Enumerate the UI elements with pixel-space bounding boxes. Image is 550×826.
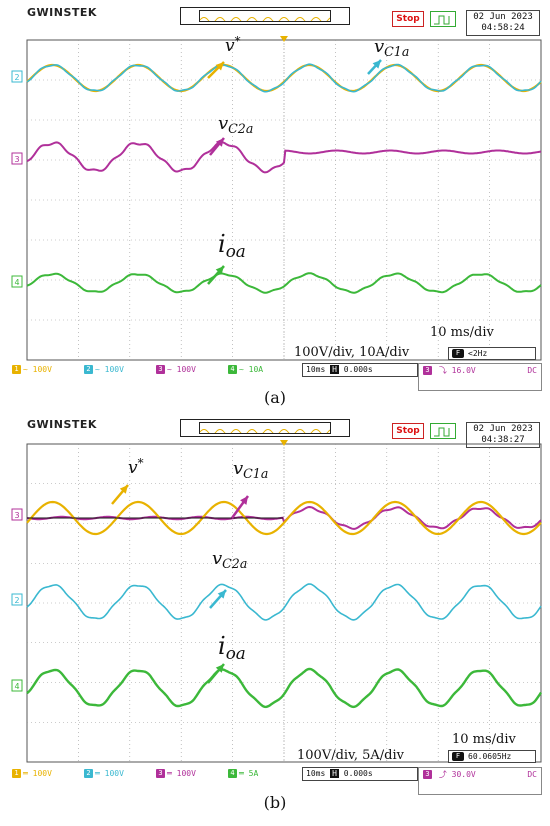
date: 02 Jun 2023 [473,424,533,434]
series-vc1a-a [26,63,542,93]
plot-area-a: 2 3 4 [11,36,542,361]
date-time: 02 Jun 2023 04:58:24 [466,10,540,36]
ch2-status[interactable]: 2 ~ 100V [84,364,124,376]
ch4-marker-b [11,679,23,692]
timebase-label-b: 10 ms/div [452,732,516,747]
footer-b: 1 ═ 100V 2 ═ 100V 3 ═ 100V 4 ═ 5A 10ms H 0.0… [0,766,550,795]
ch3-status[interactable]: 3 ═ 100V [156,768,196,780]
brand-logo: GWINSTEK [27,418,97,431]
ch4-status[interactable]: 4 ═ 5A [228,768,258,780]
trigger-icon [430,11,456,27]
footer-a: 1 ~ 100V 2 ~ 100V 3 ~ 100V 4 ~ 10A 10ms H 0.… [0,362,550,391]
ch2-marker-a [11,70,23,83]
timebase-label-a: 10 ms/div [430,325,494,340]
timebase-box[interactable]: 10ms H 0.000s [302,363,418,377]
ch4-marker-a [11,275,23,288]
ch2-status[interactable]: 2 ═ 100V [84,768,124,780]
ch1-status[interactable]: 1 ~ 100V [12,364,52,376]
ch3-marker-a [11,152,23,165]
trigger-position-marker [280,440,288,446]
timebase-box[interactable]: 10ms H 0.000s [302,767,418,781]
label-vc1a-a: vC1a [374,36,410,59]
caption-b: (b) [263,793,287,812]
plot-area-b: 3 2 4 [11,440,543,763]
scope-header-a: GWINSTEK Stop 02 Jun 2023 04:58:24 [0,0,550,36]
ch4-marker-b-text: 4 [14,682,19,691]
trigger-box[interactable]: 3 ⤵ 16.0V DC [418,363,542,391]
label-vstar-b: v* [128,456,144,478]
series-vc2a-a [26,140,542,174]
ch1-status[interactable]: 1 ═ 100V [12,768,52,780]
label-vc1a-b: vC1a [233,458,269,481]
arrow-vstar-b-head [119,485,128,494]
scale-label-b: 100V/div, 5A/div [297,748,404,763]
stop-status: Stop [392,11,424,27]
ch4-status[interactable]: 4 ~ 10A [228,364,263,376]
series-vc2a-b [26,583,542,621]
ch2-marker-a-text: 2 [14,73,19,82]
label-vc2a-b: vC2a [212,548,248,571]
label-vc2a-a: vC2a [218,113,254,136]
label-ioa-b: ioa [218,632,246,664]
ch3-marker-a-text: 3 [14,155,19,164]
ch2-marker-b [11,593,23,606]
label-ioa-a: ioa [218,230,246,262]
arrow-vc1a-a-head [372,60,381,69]
trigger-icon [430,423,456,439]
arrow-ioa-b-head [215,664,224,673]
freq-box-a: F <2Hz [448,347,536,360]
brand-logo: GWINSTEK [27,6,97,19]
ch2-marker-b-text: 2 [14,596,19,605]
scale-label-a: 100V/div, 10A/div [294,345,410,360]
memory-bar [180,7,350,25]
memory-window [199,10,331,22]
arrow-vc2a-b-head [217,590,226,599]
arrow-vc1a-b-head [240,496,248,505]
arrow-ioa-a-head [215,266,224,275]
memory-window [199,422,331,434]
ch4-marker-a-text: 4 [14,278,19,287]
caption-a: (a) [263,388,287,407]
freq-icon: F [452,752,464,761]
ch3-marker-b-text: 3 [14,511,19,520]
ch3-marker-b [11,508,23,521]
arrow-vc2a-a-head [215,138,224,147]
scope-panel-a: GWINSTEK Stop 02 Jun 2023 04:58:24 2 3 4 v… [0,0,550,410]
memory-bar [180,419,350,437]
scope-header-b: GWINSTEK Stop 02 Jun 2023 04:38:27 [0,412,550,448]
scope-panel-b: GWINSTEK Stop 02 Jun 2023 04:38:27 3 2 4 v… [0,412,550,826]
freq-icon: F [452,349,464,358]
time: 04:38:27 [481,435,525,445]
label-vstar-a: v* [225,34,241,56]
date: 02 Jun 2023 [473,12,533,22]
stop-status: Stop [392,423,424,439]
trigger-position-marker [280,36,288,42]
trigger-box[interactable]: 3 ⤴ 30.0V DC [418,767,542,795]
freq-box-b: F 60.0605Hz [448,750,536,763]
series-ioa-a [26,272,542,294]
series-vstar-b [26,500,542,536]
series-ioa-b [26,667,543,709]
time: 04:58:24 [481,23,525,33]
ch3-status[interactable]: 3 ~ 100V [156,364,196,376]
arrow-vstar-a-head [215,62,224,71]
